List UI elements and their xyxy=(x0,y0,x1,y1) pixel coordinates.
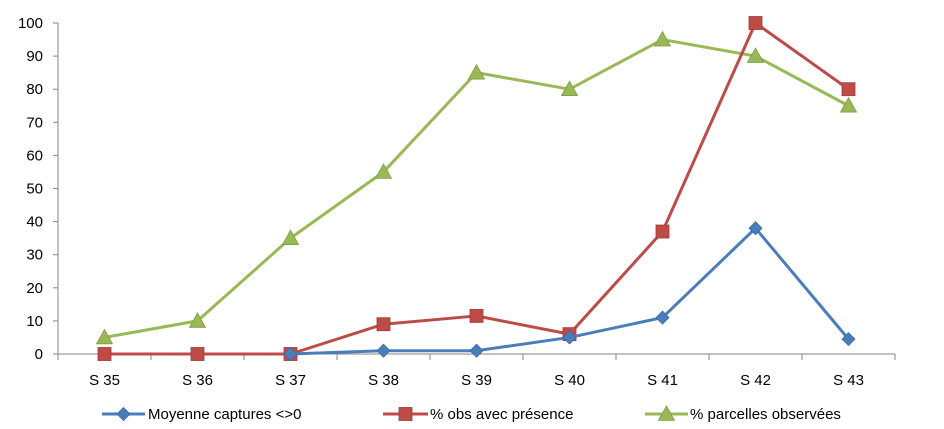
x-tick-label: S 35 xyxy=(89,372,120,389)
legend-label: % parcelles observées xyxy=(690,406,841,423)
data-point xyxy=(655,310,670,325)
series-layer xyxy=(95,16,858,362)
data-point xyxy=(653,30,672,47)
data-point xyxy=(841,332,856,347)
legend-marker xyxy=(657,405,676,421)
series-0 xyxy=(283,221,856,362)
x-tick-label: S 38 xyxy=(368,372,399,389)
y-tick-label: 10 xyxy=(26,313,43,330)
data-point xyxy=(283,346,298,362)
series-line xyxy=(104,38,850,339)
legend: Moyenne captures <>0 % obs avec présence%… xyxy=(102,405,841,423)
data-point xyxy=(95,328,114,345)
y-tick-label: 50 xyxy=(26,181,43,198)
axes: 0 10 20 30 40 50 60 70 80 90 100 S 35 S 36 S 37 S 38 S … xyxy=(18,15,896,389)
data-point xyxy=(376,343,391,358)
legend-label: Moyenne captures <>0 xyxy=(148,406,301,423)
x-tick-label: S 36 xyxy=(182,372,213,389)
legend-marker xyxy=(116,406,131,422)
data-point xyxy=(469,309,484,323)
data-point xyxy=(746,47,765,63)
x-tick-label: S 43 xyxy=(833,372,864,389)
data-point xyxy=(467,63,486,80)
y-tick-label: 100 xyxy=(18,15,43,32)
data-point xyxy=(374,163,393,179)
y-tick-label: 30 xyxy=(26,247,43,264)
y-tick-label: 80 xyxy=(26,81,43,98)
legend-label: % obs avec présence xyxy=(430,406,573,423)
data-point xyxy=(190,347,205,361)
legend-marker xyxy=(398,407,413,421)
data-point xyxy=(655,224,670,239)
y-tick-label: 70 xyxy=(26,114,43,131)
data-point xyxy=(469,343,484,358)
series-2 xyxy=(95,30,858,345)
x-tick-label: S 40 xyxy=(554,372,585,389)
y-tick-label: 20 xyxy=(26,280,43,297)
data-point xyxy=(560,80,579,96)
data-point xyxy=(281,229,300,245)
legend-item: % parcelles observées xyxy=(645,405,841,423)
legend-item: Moyenne captures <>0 xyxy=(102,406,301,423)
data-point xyxy=(841,82,856,97)
data-point xyxy=(748,221,763,236)
y-tick-label: 0 xyxy=(35,346,43,363)
y-tick-label: 40 xyxy=(26,214,43,231)
data-point xyxy=(748,16,763,30)
data-point xyxy=(839,96,858,113)
y-tick-label: 90 xyxy=(26,48,43,65)
x-tick-label: S 37 xyxy=(275,372,306,389)
data-point xyxy=(376,317,391,332)
y-tick-label: 60 xyxy=(26,147,43,164)
x-tick-label: S 41 xyxy=(647,372,678,389)
data-point xyxy=(188,312,207,328)
data-point xyxy=(97,347,112,361)
x-tick-label: S 42 xyxy=(740,372,771,389)
legend-item: % obs avec présence xyxy=(383,406,573,423)
data-point xyxy=(562,330,577,345)
x-tick-label: S 39 xyxy=(461,372,492,389)
